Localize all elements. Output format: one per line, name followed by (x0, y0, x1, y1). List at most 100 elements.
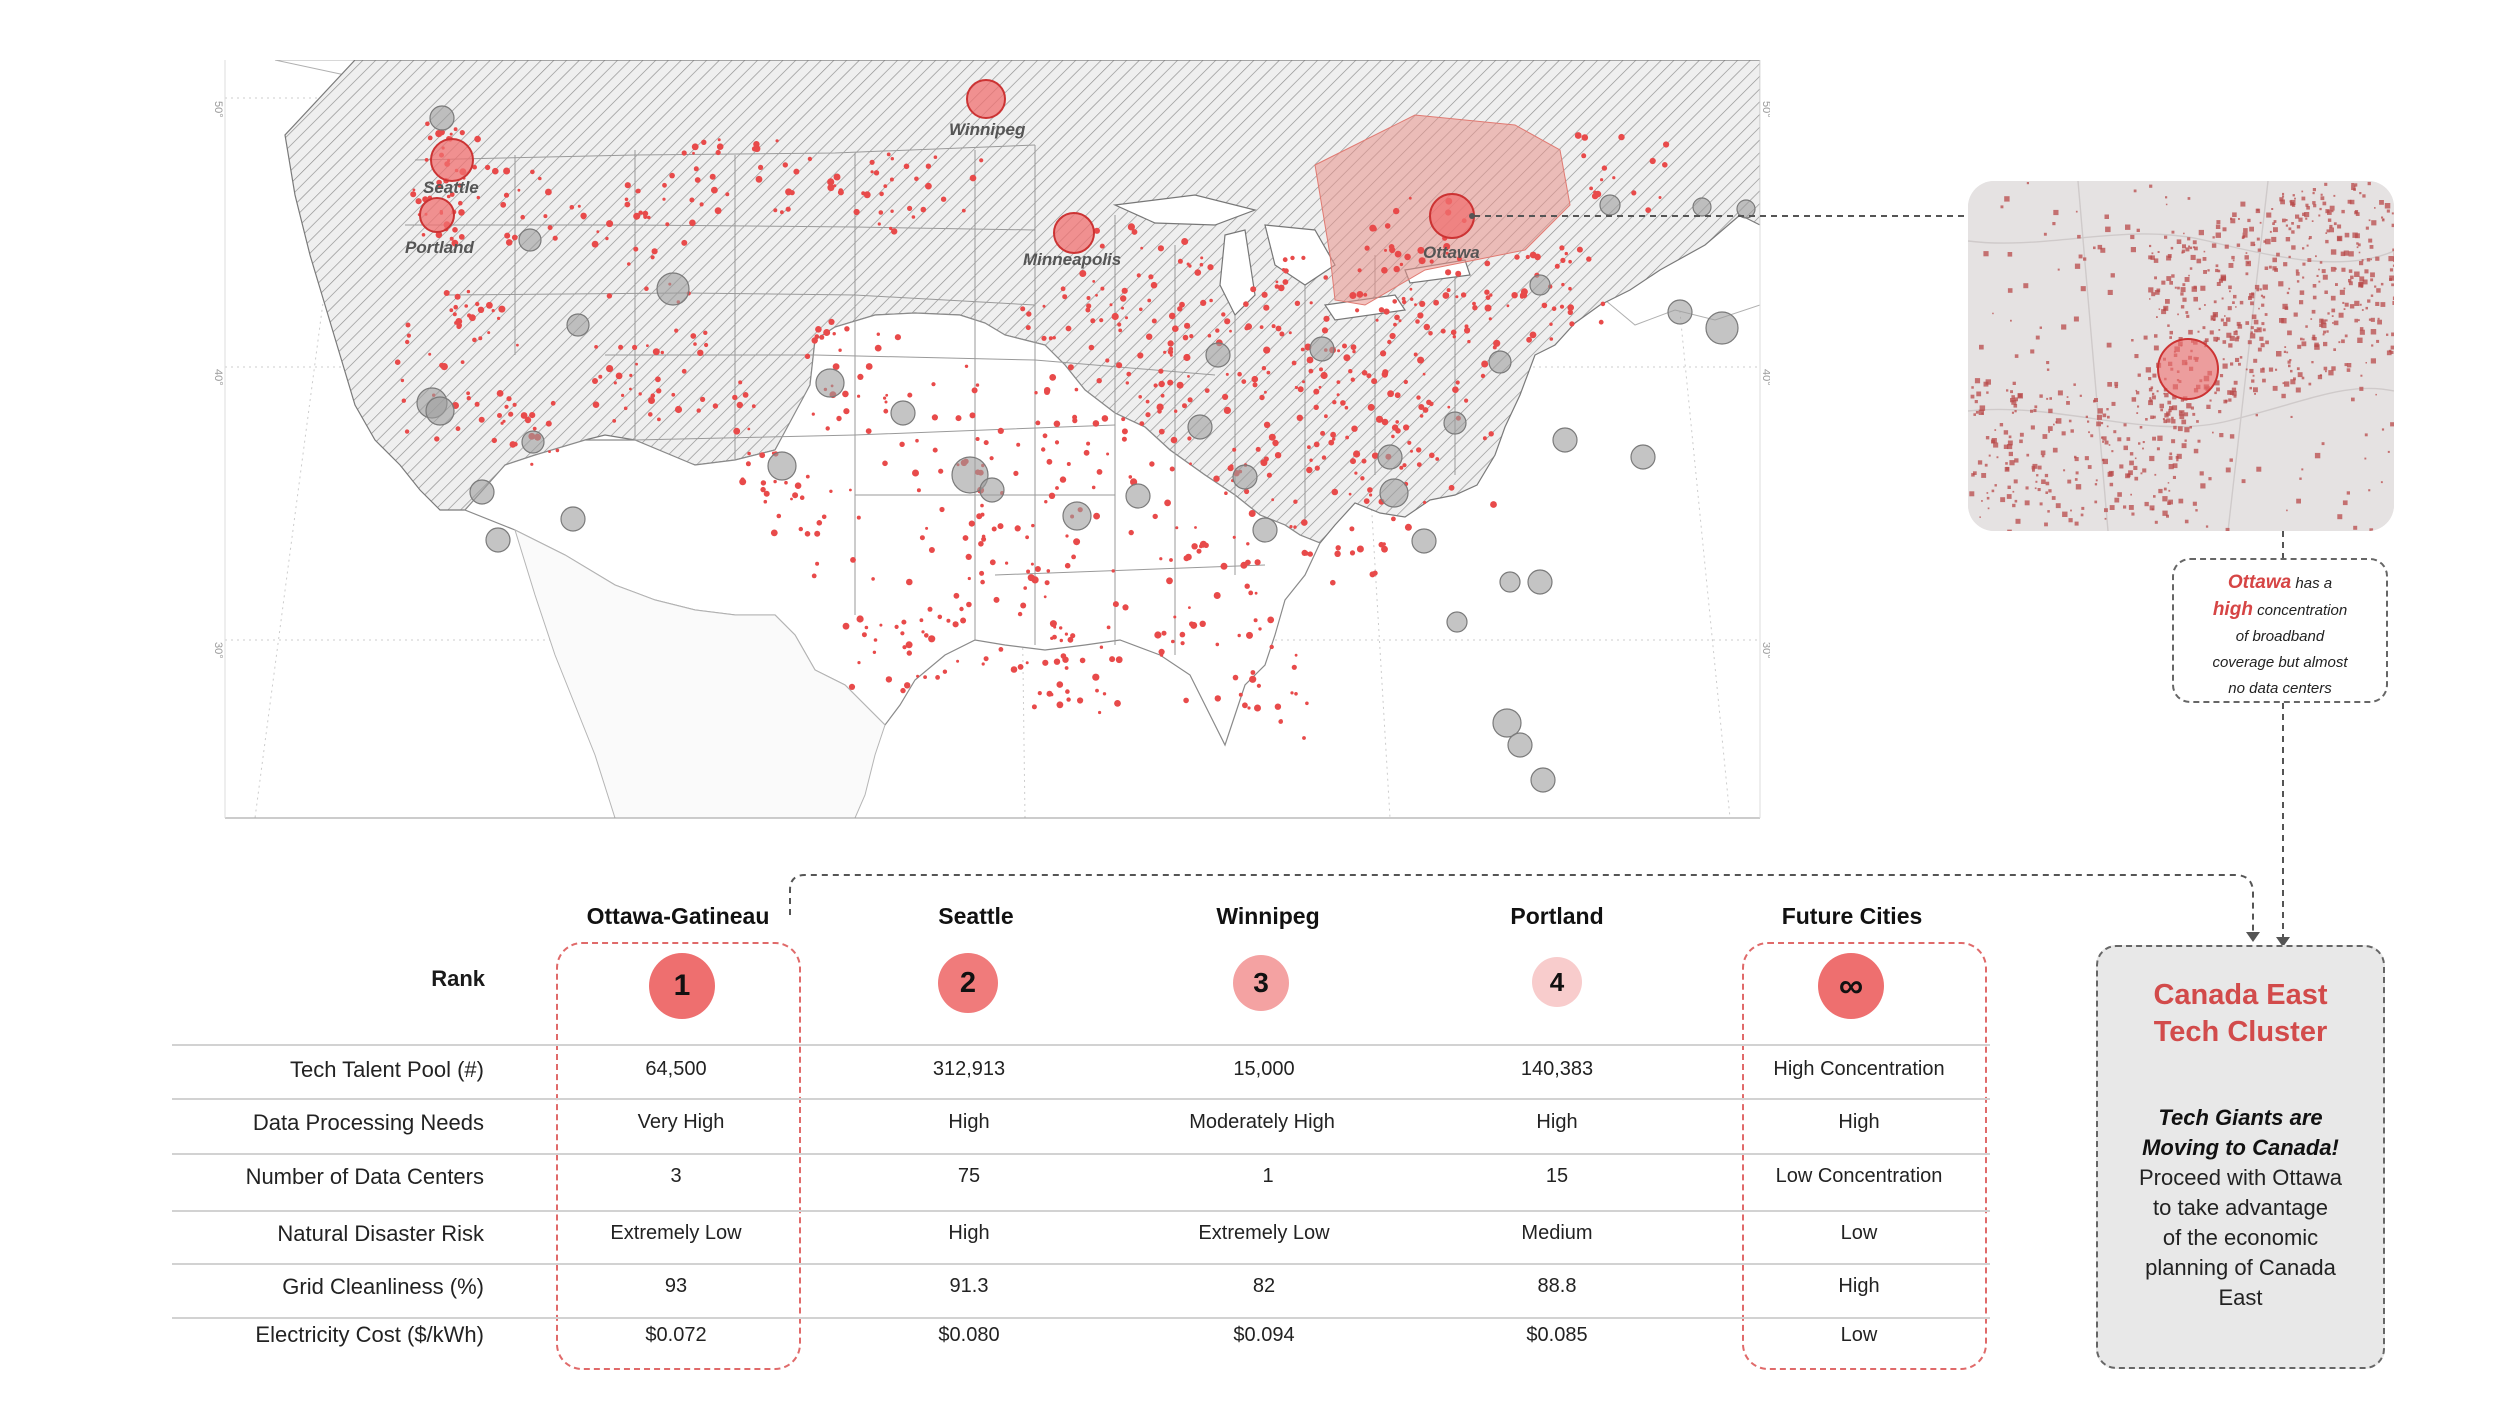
data-center-dot (1048, 492, 1056, 499)
data-center-dot (1095, 293, 1098, 297)
data-center-dot (1064, 632, 1068, 636)
inset-coverage-dot (2187, 237, 2191, 241)
inset-coverage-dot (2128, 470, 2133, 476)
inset-coverage-dot (2308, 236, 2312, 239)
inset-coverage-dot (2019, 432, 2024, 437)
inset-coverage-dot (2312, 201, 2316, 205)
inset-coverage-dot (2376, 288, 2381, 293)
inset-coverage-dot (2102, 440, 2104, 443)
table-cell: $0.085 (1526, 1324, 1588, 1346)
inset-coverage-dot (2114, 384, 2118, 389)
data-center-dot (1282, 279, 1289, 285)
data-center-dot (1649, 157, 1656, 165)
inset-coverage-dot (2353, 188, 2356, 191)
data-center-dot (1121, 306, 1124, 310)
row-divider (172, 1098, 1990, 1100)
inset-coverage-dot (2356, 246, 2359, 249)
inset-coverage-dot (2162, 418, 2165, 420)
ottawa-inset-map (1968, 181, 2394, 531)
inset-coverage-dot (2184, 519, 2189, 524)
inset-coverage-dot (2284, 381, 2290, 387)
data-center-dot (1140, 246, 1144, 250)
data-center-dot (1419, 300, 1426, 307)
inset-coverage-dot (2024, 500, 2030, 506)
inset-coverage-dot (2370, 317, 2375, 322)
inset-coverage-dot (2228, 263, 2234, 268)
data-center-dot (890, 209, 894, 213)
data-center-dot (458, 234, 465, 240)
inset-coverage-dot (2315, 255, 2317, 258)
inset-coverage-dot (2349, 304, 2355, 309)
inset-coverage-dot (2230, 218, 2236, 224)
data-center-dot (919, 535, 925, 541)
inset-coverage-dot (2151, 508, 2154, 511)
inset-coverage-dot (2139, 426, 2143, 429)
data-center-dot (1354, 471, 1358, 475)
data-center-dot (1184, 322, 1191, 329)
inset-coverage-dot (2249, 368, 2254, 374)
inset-coverage-dot (2194, 246, 2198, 251)
data-center-dot (1215, 642, 1220, 647)
data-center-dot (1395, 420, 1399, 424)
inset-coverage-dot (2371, 220, 2377, 226)
data-center-dot (1199, 262, 1204, 267)
inset-coverage-dot (2007, 440, 2013, 446)
inset-coverage-dot (2087, 420, 2090, 423)
inset-coverage-dot (2264, 266, 2269, 270)
data-center-dot (927, 606, 933, 612)
card-body-line: to take advantage (2153, 1195, 2328, 1220)
inset-coverage-dot (2213, 313, 2217, 317)
data-center-dot (1064, 666, 1069, 670)
inset-coverage-dot (2180, 398, 2184, 402)
inset-coverage-dot (2245, 272, 2249, 276)
data-center-dot (900, 687, 906, 694)
data-center-dot (1244, 488, 1250, 495)
inset-coverage-dot (2104, 214, 2109, 219)
data-center-dot (969, 174, 977, 182)
data-center-dot (394, 359, 401, 366)
inset-coverage-dot (2326, 330, 2329, 333)
inset-coverage-dot (2204, 338, 2209, 342)
data-center-dot (1645, 207, 1652, 214)
inset-coverage-dot (2164, 413, 2169, 418)
inset-coverage-dot (2129, 452, 2134, 456)
data-center-dot (1511, 292, 1518, 299)
inset-coverage-dot (2250, 326, 2254, 330)
inset-coverage-dot (2283, 350, 2287, 353)
inset-coverage-dot (2110, 273, 2115, 278)
inset-coverage-dot (2359, 276, 2365, 282)
data-center-dot (497, 316, 501, 320)
data-center-dot (1399, 262, 1404, 267)
data-center-dot (1381, 418, 1389, 426)
data-center-dot (1416, 447, 1422, 453)
inset-coverage-dot (2181, 443, 2187, 449)
inset-coverage-dot (2254, 392, 2256, 395)
inset-coverage-dot (2292, 194, 2295, 197)
inset-coverage-dot (2302, 212, 2306, 216)
data-center-dot (1261, 291, 1268, 298)
data-center-dot (1272, 439, 1279, 447)
inset-coverage-dot (2284, 306, 2289, 310)
data-center-dot (1541, 302, 1548, 309)
data-center-dot (1017, 664, 1024, 670)
inset-coverage-dot (2004, 196, 2010, 202)
inset-coverage-dot (2211, 317, 2214, 320)
table-cell: 64,500 (645, 1058, 707, 1080)
data-center-dot (1088, 344, 1095, 351)
inset-coverage-dot (2361, 259, 2364, 262)
inset-coverage-dot (2158, 488, 2163, 494)
inset-coverage-dot (2137, 373, 2141, 377)
data-center-dot (1581, 134, 1589, 141)
cluster-circle (566, 313, 590, 337)
label-ottawa: Ottawa (1423, 243, 1480, 262)
data-center-dot (1151, 318, 1157, 324)
inset-coverage-dot (2081, 506, 2085, 510)
inset-coverage-dot (2388, 256, 2394, 262)
table-cell: 140,383 (1520, 1058, 1594, 1080)
data-center-dot (1050, 636, 1054, 640)
data-center-dot (911, 215, 916, 219)
inset-coverage-dot (2154, 473, 2157, 476)
data-center-dot (655, 376, 661, 383)
data-center-dot (538, 176, 542, 181)
data-center-dot (932, 447, 938, 453)
